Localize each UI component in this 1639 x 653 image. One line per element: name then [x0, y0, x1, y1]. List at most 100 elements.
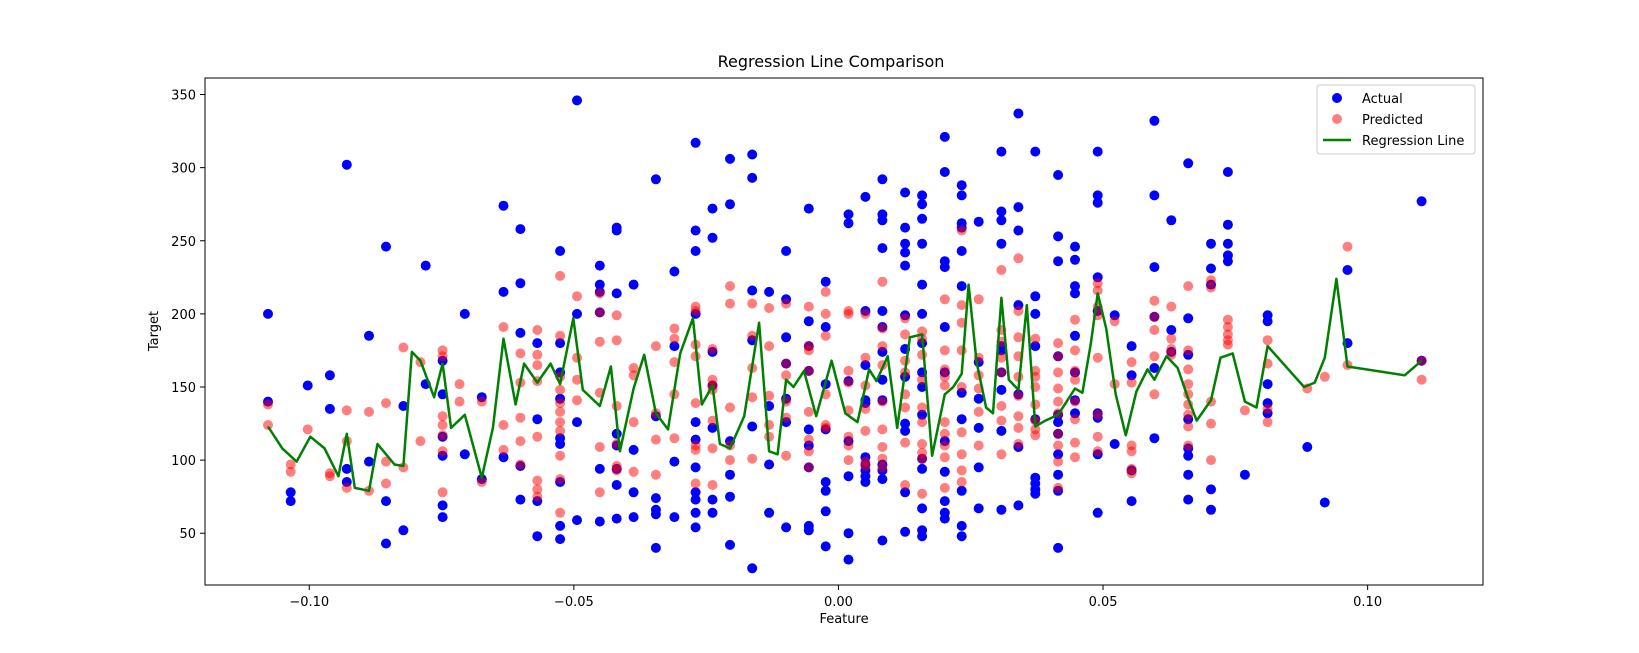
- predicted-point: [803, 301, 814, 312]
- predicted-point: [1416, 374, 1427, 385]
- predicted-point: [532, 349, 543, 360]
- predicted-point: [764, 303, 775, 313]
- predicted-point: [555, 330, 566, 341]
- predicted-point: [650, 434, 661, 445]
- actual-point: [1053, 170, 1064, 180]
- predicted-point: [1206, 275, 1216, 286]
- actual-point: [877, 474, 888, 485]
- actual-point: [611, 288, 622, 299]
- actual-point: [707, 232, 718, 243]
- predicted-point: [877, 276, 888, 287]
- actual-point: [1053, 542, 1064, 553]
- predicted-point: [900, 480, 911, 490]
- actual-point: [285, 487, 296, 498]
- y-tick-label: 150: [171, 381, 196, 396]
- predicted-point: [572, 395, 582, 406]
- actual-point: [1222, 256, 1233, 267]
- actual-point: [877, 215, 888, 226]
- legend-actual-marker: [1332, 93, 1342, 103]
- actual-point: [707, 422, 718, 433]
- plot-frame: [204, 77, 1484, 586]
- predicted-point: [820, 286, 831, 297]
- predicted-point: [747, 298, 758, 309]
- actual-point: [956, 531, 967, 542]
- actual-point: [747, 563, 758, 574]
- predicted-point: [1053, 367, 1064, 378]
- actual-point: [1262, 316, 1273, 327]
- actual-point: [1239, 469, 1250, 480]
- actual-point: [515, 224, 526, 235]
- actual-point: [1206, 263, 1216, 274]
- predicted-point: [594, 442, 605, 452]
- predicted-point: [1070, 345, 1080, 356]
- actual-point: [669, 341, 680, 352]
- actual-point: [398, 525, 409, 536]
- predicted-point: [1053, 351, 1064, 362]
- actual-point: [900, 222, 911, 233]
- predicted-point: [917, 402, 928, 413]
- predicted-point: [939, 380, 950, 391]
- predicted-point: [515, 436, 526, 447]
- actual-point: [381, 538, 391, 549]
- predicted-point: [939, 482, 950, 493]
- predicted-point: [1183, 421, 1194, 432]
- actual-point: [1053, 417, 1064, 428]
- actual-point: [820, 477, 831, 487]
- predicted-point: [498, 420, 509, 430]
- actual-point: [843, 471, 854, 482]
- actual-point: [803, 203, 814, 214]
- predicted-point: [939, 440, 950, 451]
- regression-line: [266, 277, 1423, 493]
- actual-point: [515, 494, 526, 505]
- predicted-point: [996, 367, 1007, 378]
- actual-point: [843, 554, 854, 565]
- actual-point: [1342, 265, 1353, 275]
- actual-point: [532, 414, 543, 425]
- actual-point: [498, 286, 509, 297]
- predicted-point: [1262, 403, 1273, 414]
- predicted-point: [690, 398, 701, 409]
- actual-point: [747, 172, 758, 183]
- actual-point: [611, 513, 622, 524]
- actual-point: [324, 403, 335, 414]
- actual-point: [555, 338, 566, 349]
- actual-point: [1092, 190, 1103, 201]
- predicted-point: [650, 341, 661, 352]
- actual-point: [725, 153, 735, 164]
- predicted-point: [1070, 396, 1080, 407]
- actual-point: [725, 199, 735, 210]
- predicted-point: [1149, 389, 1160, 400]
- predicted-point: [628, 363, 639, 373]
- actual-point: [532, 338, 543, 349]
- actual-point: [628, 487, 639, 498]
- actual-point: [939, 496, 950, 507]
- predicted-point: [996, 449, 1007, 460]
- actual-point: [1416, 196, 1427, 207]
- actual-point: [690, 494, 701, 505]
- actual-point: [843, 528, 854, 539]
- actual-point: [1222, 219, 1233, 230]
- predicted-point: [476, 396, 487, 407]
- predicted-point: [973, 440, 984, 451]
- actual-point: [803, 424, 814, 435]
- predicted-point: [900, 313, 911, 324]
- actual-point: [956, 281, 967, 292]
- predicted-point: [1013, 422, 1024, 433]
- actual-point: [1070, 330, 1080, 341]
- predicted-point: [820, 308, 831, 319]
- actual-point: [1013, 225, 1024, 236]
- actual-point: [1302, 442, 1313, 452]
- predicted-point: [285, 466, 296, 477]
- actual-point: [803, 525, 814, 536]
- actual-point: [956, 180, 967, 191]
- actual-point: [917, 409, 928, 420]
- predicted-point: [1092, 431, 1103, 442]
- actual-point: [1149, 363, 1160, 373]
- chart-title: Regression Line Comparison: [718, 52, 945, 71]
- predicted-point: [555, 398, 566, 409]
- predicted-point: [572, 291, 582, 302]
- predicted-point: [555, 507, 566, 518]
- predicted-point: [1013, 411, 1024, 422]
- y-tick-label: 50: [179, 527, 196, 542]
- predicted-point: [1183, 440, 1194, 451]
